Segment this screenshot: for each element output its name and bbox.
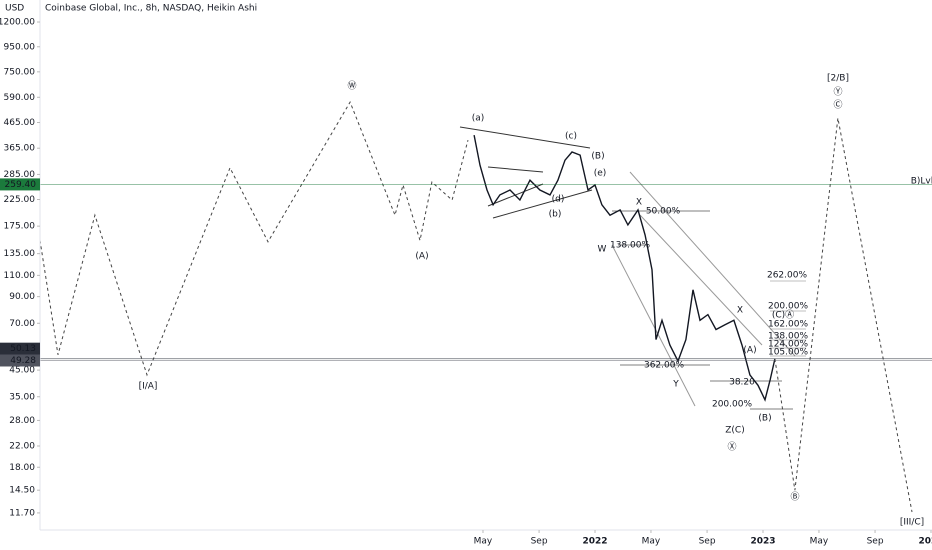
y-tick-label: 14.50 (9, 486, 35, 496)
y-tick-label: 135.00 (4, 249, 36, 259)
wave-label: Ⓨ (833, 87, 842, 98)
fib-label: 138.00% (768, 332, 808, 342)
wave-label: Ⓑ (790, 492, 799, 503)
fib-label: 200.00% (768, 302, 808, 312)
y-axis-panel (0, 14, 40, 530)
fib-label: 50.00% (646, 207, 681, 217)
fib-label: 162.00% (768, 320, 808, 330)
x-tick-label: May (474, 537, 493, 547)
y-tick-label: 175.00 (4, 222, 36, 232)
price-tag (0, 178, 40, 191)
price-tag-label: 50.13 (10, 344, 36, 354)
chart-title: Coinbase Global, Inc., 8h, NASDAQ, Heiki… (45, 4, 257, 14)
fib-label: 200.00% (712, 400, 752, 410)
projection-line (774, 118, 913, 513)
fib-label: 105.00% (768, 348, 808, 358)
wave-label: X (737, 306, 743, 316)
wave-label: (e) (594, 169, 607, 179)
price-tag-label: 49.28 (10, 356, 36, 366)
wave-label: [I/A] (139, 382, 158, 392)
wave-label: Ⓧ (727, 442, 736, 453)
y-tick-label: 285.00 (4, 170, 36, 180)
fib-label: 124.00% (768, 340, 808, 350)
y-tick-label: 11.70 (9, 508, 35, 518)
y-tick-label: 590.00 (4, 93, 36, 103)
fib-label: B)Lvl (911, 177, 932, 187)
fib-label: 138.00% (610, 241, 650, 251)
y-tick-label: 225.00 (4, 195, 36, 205)
wave-label: (a) (472, 114, 485, 124)
y-tick-label: 465.00 (4, 118, 36, 128)
currency: USD (5, 4, 24, 14)
price-tag (0, 354, 40, 367)
wave-label: (B) (758, 414, 771, 424)
trendline (459, 126, 591, 149)
wave-label: Ⓒ (833, 100, 842, 111)
y-tick-label: 90.00 (9, 292, 35, 302)
wave-label: (A) (415, 252, 428, 262)
wave-label: Z(C) (725, 426, 744, 436)
wave-label: (b) (549, 210, 562, 220)
channel-line (629, 171, 796, 357)
y-tick-label: 70.00 (9, 319, 35, 329)
y-tick-label: 110.00 (4, 271, 36, 281)
fib-label: 38.20 (729, 378, 755, 388)
y-tick-label: 22.00 (9, 441, 35, 451)
x-tick-label: Sep (531, 537, 548, 547)
wave-label: W (598, 245, 607, 255)
x-tick-label: 2022 (582, 537, 607, 547)
x-tick-label: Sep (867, 537, 884, 547)
wave-label: X (636, 198, 642, 208)
price-tag-label: 259.40 (5, 180, 37, 190)
fib-label: 362.00% (644, 361, 684, 371)
x-tick-label: Sep (699, 537, 716, 547)
wave-label: (d) (552, 195, 565, 205)
trendline (492, 189, 593, 219)
y-tick-label: 750.00 (4, 67, 36, 77)
x-tick-label: May (810, 537, 829, 547)
wave-label: (B) (591, 152, 604, 162)
x-tick-label: May (642, 537, 661, 547)
trendline (487, 166, 544, 173)
y-tick-label: 28.00 (9, 416, 35, 426)
projection-line (39, 100, 469, 377)
channel-line (639, 214, 763, 346)
x-tick-label: 2024 (918, 537, 932, 547)
fib-label: 262.00% (767, 271, 807, 281)
y-tick-label: 45.00 (9, 366, 35, 376)
y-tick-label: 35.00 (9, 392, 35, 402)
wave-label: Ⓦ (347, 81, 356, 92)
x-tick-label: 2023 (750, 537, 775, 547)
wave-label: (A) (743, 346, 756, 356)
y-tick-label: 18.00 (9, 463, 35, 473)
wave-label: (C)Ⓐ (772, 310, 794, 321)
wave-label: [2/B] (827, 74, 849, 84)
wave-label: Y (672, 380, 679, 390)
y-tick-label: 1200.00 (0, 18, 35, 28)
y-tick-label: 950.00 (4, 42, 36, 52)
price-line (473, 134, 776, 402)
y-tick-label: 365.00 (4, 144, 36, 154)
wave-label: [III/C] (900, 518, 924, 528)
price-tag (0, 342, 40, 355)
channel-line (611, 244, 696, 407)
wave-label: (c) (565, 132, 577, 142)
